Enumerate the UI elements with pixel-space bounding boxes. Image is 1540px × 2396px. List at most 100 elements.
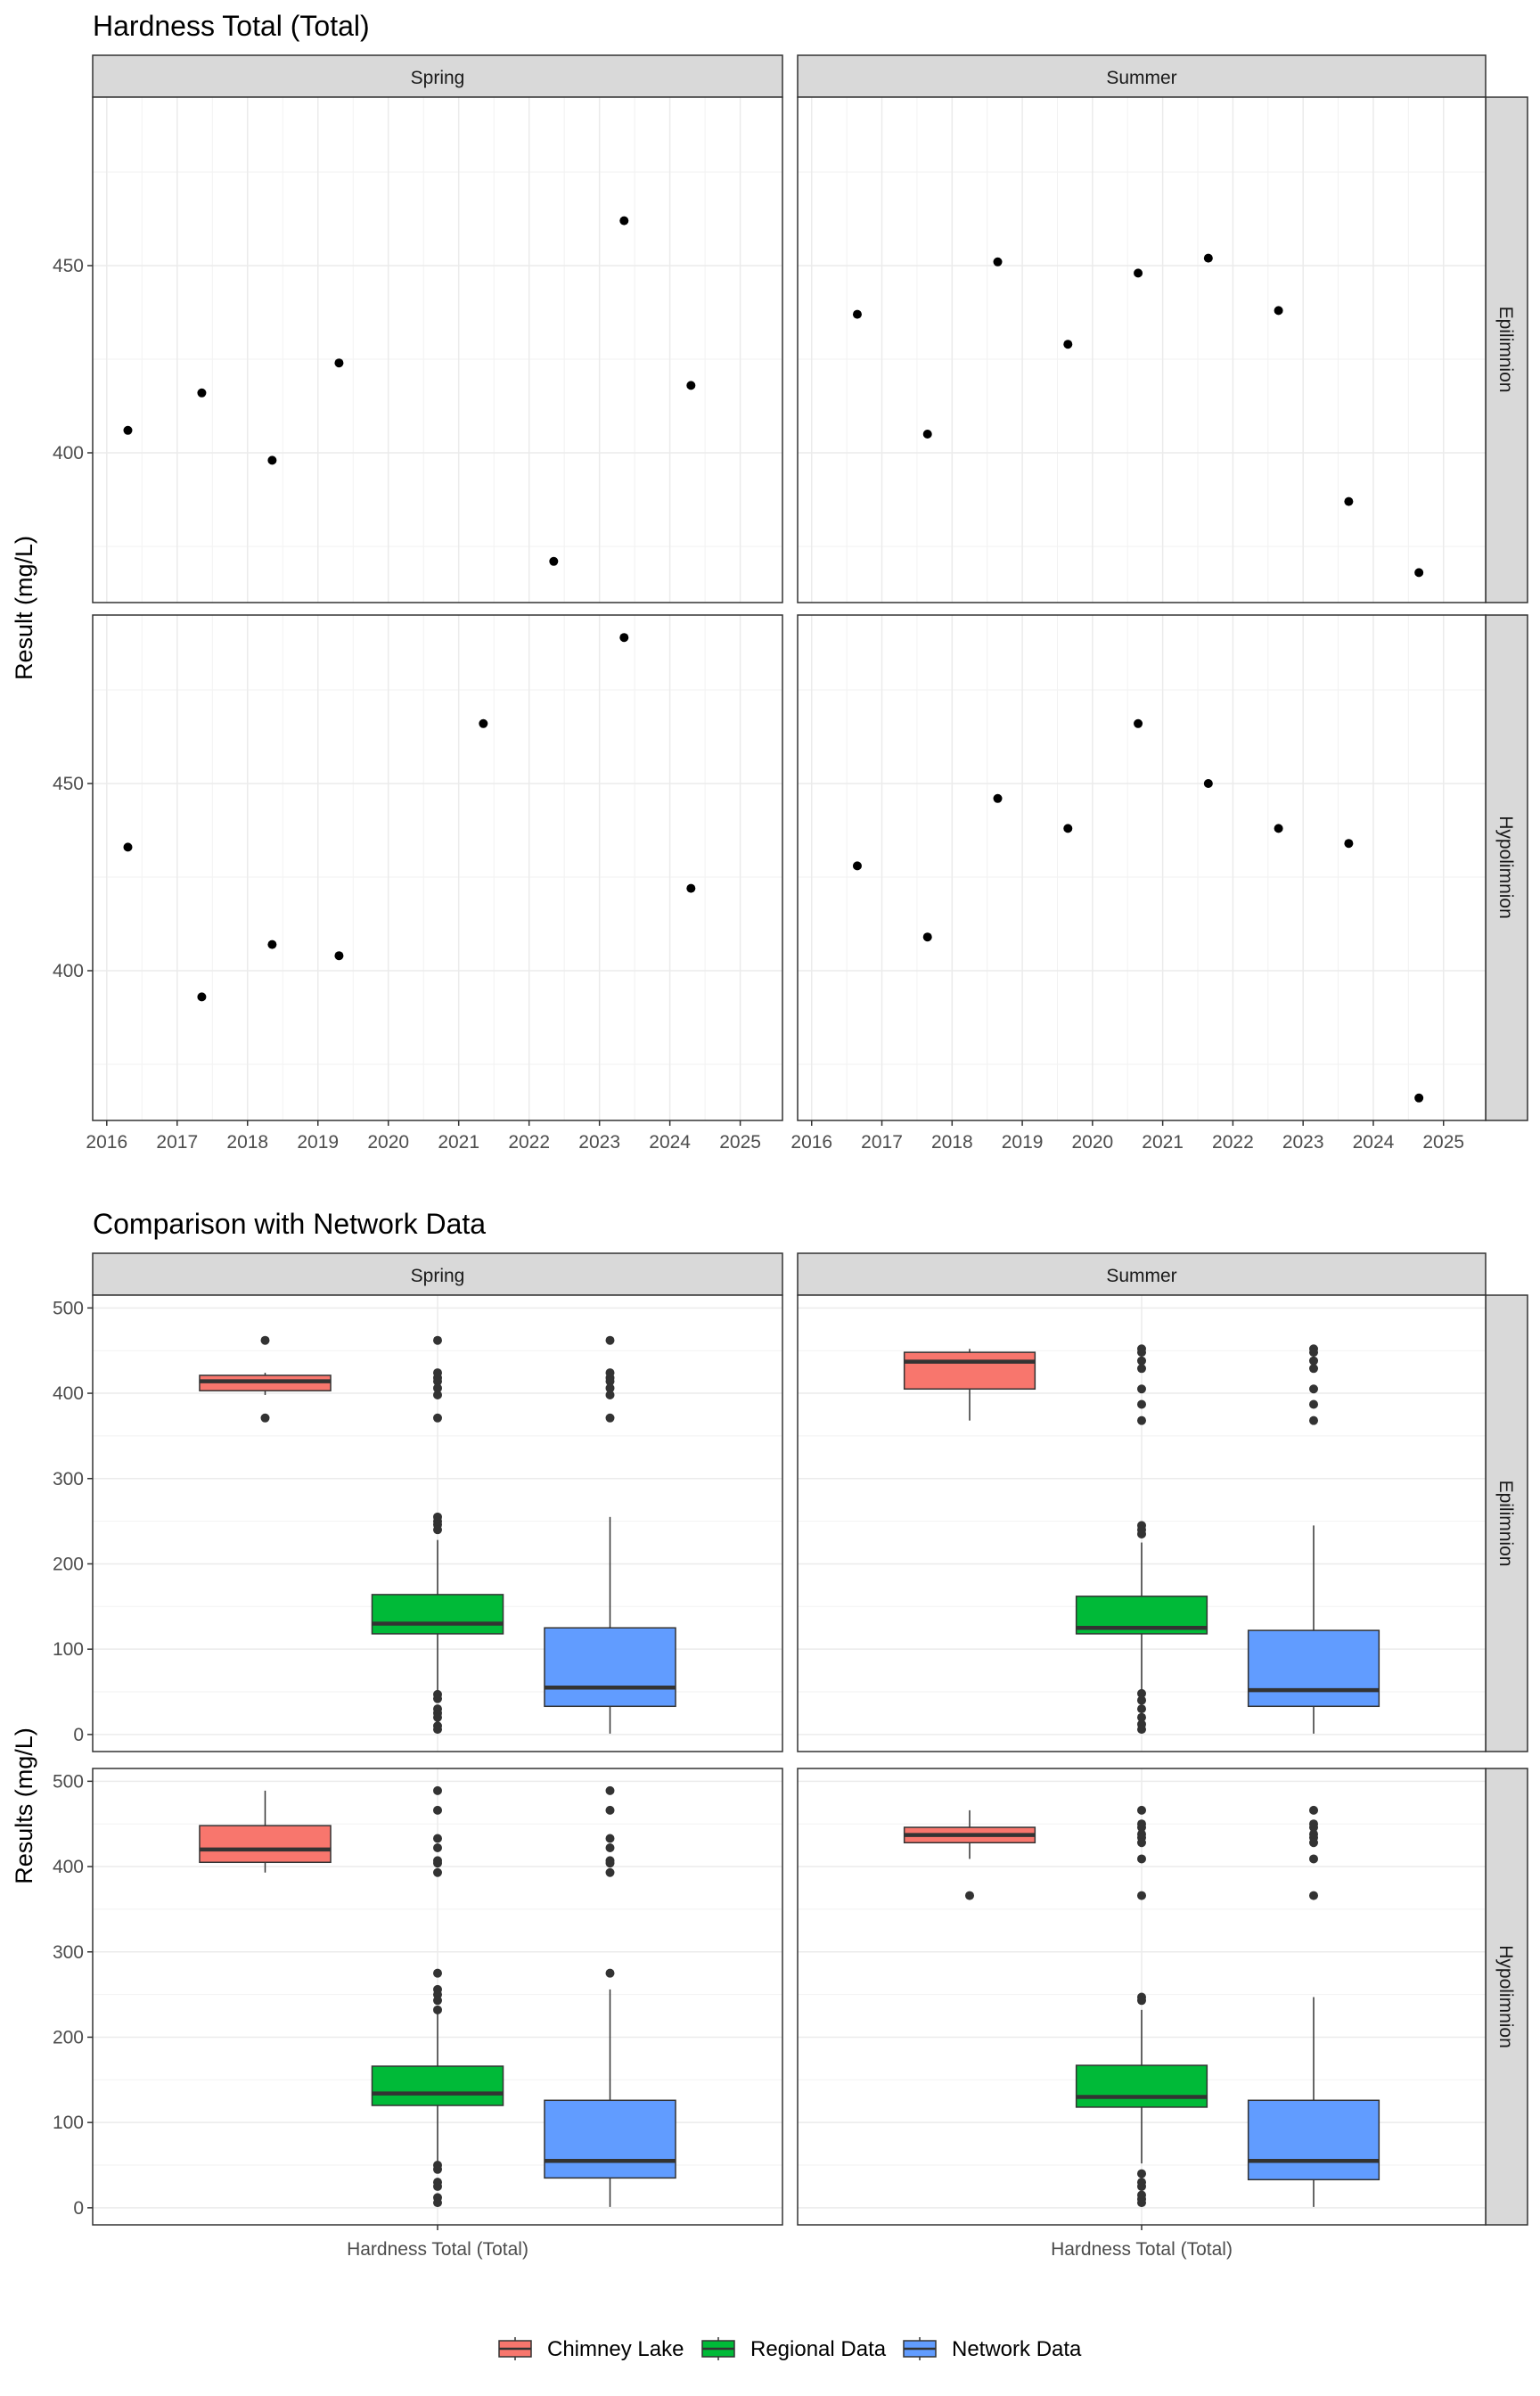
outlier-point [1137, 1823, 1146, 1833]
box-regional-data [1075, 1805, 1208, 2208]
outlier-point [605, 1335, 615, 1345]
outlier-point [433, 2005, 442, 2014]
box-network-data [544, 1335, 676, 1734]
data-point [1063, 340, 1073, 349]
data-point [993, 793, 1003, 803]
strip-label-hypolimnion-bottom: Hypolimnion [1495, 1945, 1516, 2048]
outlier-point [1137, 1712, 1146, 1722]
box-body [544, 2099, 676, 2179]
outlier-point [433, 1712, 442, 1722]
outlier-point [1309, 1805, 1318, 1815]
strip-epilimnion-top [1485, 96, 1528, 603]
outlier-point [1309, 1399, 1318, 1409]
strip-epilimnion-bottom [1485, 1294, 1528, 1752]
panel-background [798, 97, 1486, 603]
box-network-data [1247, 1805, 1380, 2207]
box-body [371, 2065, 504, 2106]
data-point [1344, 839, 1354, 849]
legend-item-network-data: Network Data [903, 2337, 1082, 2361]
outlier-point [1137, 1695, 1146, 1705]
outlier-point [433, 2198, 442, 2208]
box-regional-data [1075, 1344, 1208, 1735]
box-panels: 0 100 200 300 400 500 0 100 200 300 400 500 [53, 1294, 1487, 2230]
strip-hypolimnion-bottom [1485, 1768, 1528, 2226]
y-tick-label: 400 [53, 443, 84, 464]
x-tick-label: 2017 [861, 1132, 903, 1153]
data-point [334, 358, 344, 368]
outlier-point [1309, 1854, 1318, 1864]
data-point [549, 556, 559, 566]
x-tick-label: 2024 [1353, 1132, 1395, 1153]
outlier-point [433, 1805, 442, 1815]
x-tick-label: 2025 [1422, 1132, 1464, 1153]
outlier-point [433, 1843, 442, 1853]
x-tick-label: 2020 [1071, 1132, 1113, 1153]
x-tick-label: 2021 [438, 1132, 479, 1153]
box-body [371, 1594, 504, 1635]
data-point [334, 951, 344, 961]
outlier-point [1137, 1399, 1146, 1409]
data-point [922, 430, 932, 439]
outlier-point [433, 1525, 442, 1535]
outlier-point [605, 1843, 615, 1853]
scatter-chart-title: Hardness Total (Total) [93, 10, 370, 42]
panel-background [798, 615, 1486, 1120]
data-point [686, 381, 696, 390]
legend: Chimney Lake Regional Data Network Data [498, 2337, 1082, 2361]
data-point [267, 455, 277, 465]
outlier-point [1309, 1891, 1318, 1900]
box-chart-title: Comparison with Network Data [93, 1208, 486, 1240]
scatter-y-axis-label: Result (mg/L) [11, 536, 37, 680]
box-body [1247, 1629, 1380, 1708]
outlier-point [1309, 1838, 1318, 1848]
y-tick-label: 100 [53, 2113, 84, 2133]
outlier-point [433, 1413, 442, 1423]
y-tick-label: 300 [53, 1942, 84, 1963]
x-tick-label: 2021 [1142, 1132, 1184, 1153]
scatter-panel [797, 96, 1487, 603]
outlier-point [1309, 1348, 1318, 1358]
x-tick-label: 2022 [508, 1132, 550, 1153]
box-network-data [1247, 1344, 1380, 1734]
box-x-tick-label-spring: Hardness Total (Total) [347, 2239, 528, 2260]
box-body [544, 1627, 676, 1708]
box-panel [797, 1768, 1487, 2230]
outlier-point [1137, 1725, 1146, 1735]
panel-border [797, 614, 1487, 1121]
outlier-point [433, 1390, 442, 1399]
outlier-point [433, 1859, 442, 1868]
outlier-point [433, 1376, 442, 1386]
outlier-point [605, 1968, 615, 1978]
data-point [852, 861, 862, 871]
outlier-point [605, 1376, 615, 1386]
outlier-point [1137, 2198, 1146, 2208]
box-chimney-lake [199, 1790, 332, 1873]
strip-spring-bottom [92, 1252, 783, 1296]
outlier-point [605, 1390, 615, 1399]
y-tick-label: 450 [53, 774, 84, 794]
data-point [123, 842, 133, 852]
panel-border [92, 1294, 783, 1752]
box-body [1247, 2099, 1380, 2181]
x-tick-label: 2020 [367, 1132, 409, 1153]
data-point [1274, 306, 1283, 316]
data-point [852, 309, 862, 319]
data-point [1414, 1093, 1424, 1103]
outlier-point [1309, 1356, 1318, 1366]
outlier-point [605, 1785, 615, 1795]
outlier-point [1137, 2181, 1146, 2191]
box-body [1075, 2064, 1208, 2108]
box-chimney-lake [903, 1349, 1036, 1421]
x-tick-label: 2023 [1282, 1132, 1324, 1153]
outlier-point [1309, 1364, 1318, 1374]
scatter-panel: 2016 2017 2018 2019 2020 2021 2022 2023 2024 2025 [790, 614, 1487, 1153]
outlier-point [1137, 1891, 1146, 1900]
data-point [619, 633, 629, 643]
outlier-point [433, 1968, 442, 1978]
y-tick-label: 100 [53, 1639, 84, 1660]
data-point [1134, 268, 1143, 278]
x-tick-label: 2024 [649, 1132, 691, 1153]
y-tick-label: 400 [53, 961, 84, 981]
box-x-tick-label-summer: Hardness Total (Total) [1051, 2239, 1233, 2260]
